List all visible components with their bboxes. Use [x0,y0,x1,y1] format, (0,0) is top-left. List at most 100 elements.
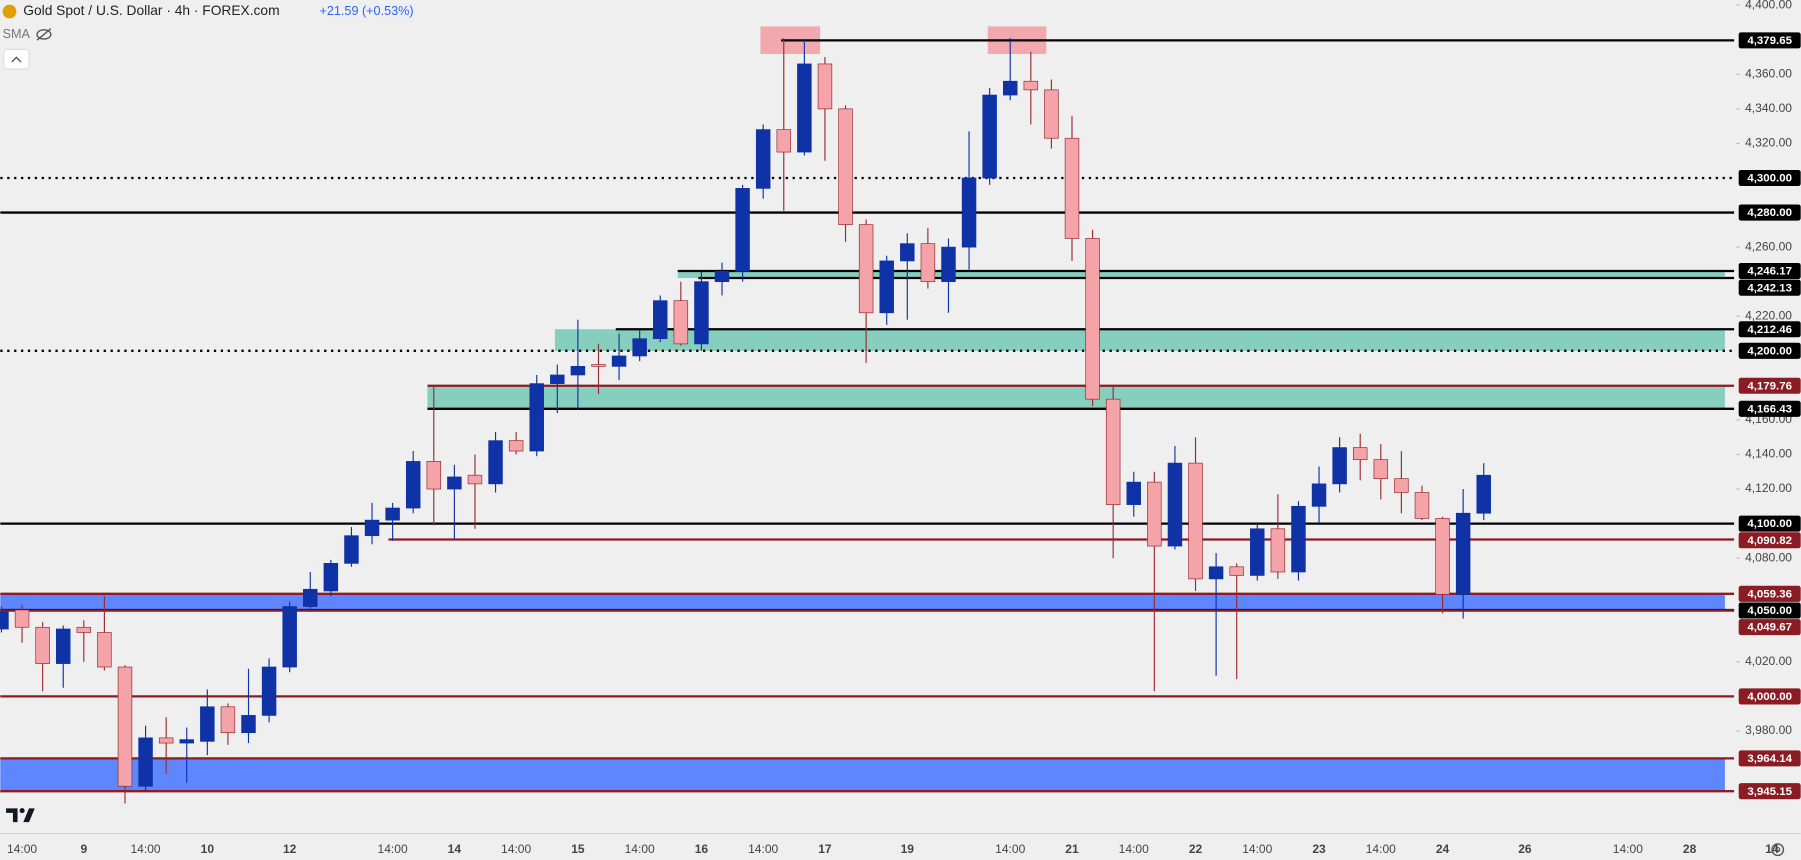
zone [677,271,1725,278]
candle-body [961,177,977,248]
price-badge-label: 4,100.00 [1747,518,1792,530]
price-badge [1738,515,1801,532]
candle-body [817,63,833,110]
candle-body [1044,89,1059,139]
collapse-button[interactable] [3,48,30,70]
settings-icon[interactable] [1771,843,1785,857]
candle-body [1188,462,1203,580]
candle-body [467,474,483,485]
candle-body [364,519,380,537]
price-badge [1738,602,1801,619]
candle-body [632,338,647,357]
price-badge [1738,262,1801,280]
price-badge-label: 4,000.00 [1747,691,1792,703]
candle-body [570,366,586,376]
price-badge-label: 4,300.00 [1747,173,1792,185]
y-tick-label: 4,360.00 [1745,66,1792,80]
candle-body [303,588,318,607]
candle-body [200,706,215,742]
candle-body [179,739,194,744]
price-axis: 4,400.00 4,360.00 4,340.00 4,320.00 4,260.00… [1736,0,1801,800]
visibility-icon[interactable] [36,28,52,41]
candle-body [220,706,236,734]
price-change: +21.59 (+0.53%) [320,4,414,18]
price-badge-label: 4,200.00 [1747,345,1792,357]
price-badge [1738,400,1801,417]
candle-body [982,94,997,179]
candle-body [447,476,462,490]
candle-body [1373,459,1389,480]
candle-body [1455,512,1471,595]
price-badge-label: 4,049.67 [1747,622,1792,634]
x-tick-label: 28 [1683,842,1697,856]
price-badge [1738,204,1801,221]
candle-body [529,383,544,452]
price-badge-label: 3,964.14 [1747,753,1792,765]
chart-title: Gold Spot / U.S. Dollar · 4h · FOREX.com [23,3,279,18]
x-tick-label: 17 [818,842,832,856]
candle-body [653,300,668,340]
candle-body [282,606,297,668]
candle-body [1352,447,1368,461]
price-badge [1738,688,1801,705]
candle-body [76,626,92,633]
zones [0,271,1725,792]
candle-body [385,507,400,521]
time-axis: 14:00 9 14:00 10 12 14:00 14 14:00 15 14:00 16 14:0… [7,842,1779,856]
zone [0,758,1725,792]
price-badge [1738,169,1801,187]
candle-body [797,63,812,153]
candle-body [776,129,792,153]
candle-body [488,440,503,485]
y-tick-label: 3,980.00 [1745,723,1792,737]
price-badge-label: 4,280.00 [1747,207,1792,219]
price-badge [1738,32,1801,49]
candle-body [1311,483,1327,507]
candle-body [1250,528,1265,576]
price-badge-label: 4,050.00 [1747,605,1792,617]
candle-body [138,737,153,787]
price-badge [1738,619,1801,636]
x-tick-label: 14:00 [995,842,1025,856]
y-tick-label: 4,400.00 [1745,0,1792,11]
candle-body [1476,474,1491,514]
x-tick-label: 14:00 [1613,842,1643,856]
price-badge-label: 4,379.65 [1747,35,1792,47]
price-badge-label: 4,212.46 [1747,324,1792,336]
x-tick-label: 21 [1065,842,1079,856]
y-tick-label: 4,220.00 [1745,308,1792,322]
price-badge [1738,342,1801,359]
x-tick-label: 24 [1436,842,1450,856]
candle-body [117,666,133,787]
candle-body [405,461,421,509]
candle-body [158,737,174,744]
candle-body [1126,481,1141,505]
tradingview-logo [6,808,35,823]
candle-body [1147,481,1162,547]
symbol-icon [2,4,17,19]
indicator-name[interactable]: SMA [3,27,31,41]
candle-body [0,611,9,630]
candle-body [611,355,627,367]
y-tick-label: 4,140.00 [1745,447,1792,461]
candle-body [755,129,771,189]
price-badge [1738,783,1801,800]
price-badge-label: 4,242.13 [1747,282,1792,294]
candle-body [591,364,606,367]
price-badge-label: 4,059.36 [1747,588,1792,600]
candle-body [1435,518,1450,595]
price-badge-label: 3,945.15 [1747,786,1792,798]
candle-body [673,300,689,345]
candle-body [1085,238,1100,400]
x-tick-label: 12 [283,842,297,856]
candle-body [941,246,956,283]
x-tick-label: 9 [80,842,87,856]
y-tick-label: 4,120.00 [1745,481,1792,495]
x-tick-label: 14:00 [378,842,408,856]
candle-body [1167,462,1183,547]
x-tick-label: 14:00 [748,842,778,856]
price-badge [1738,279,1801,296]
